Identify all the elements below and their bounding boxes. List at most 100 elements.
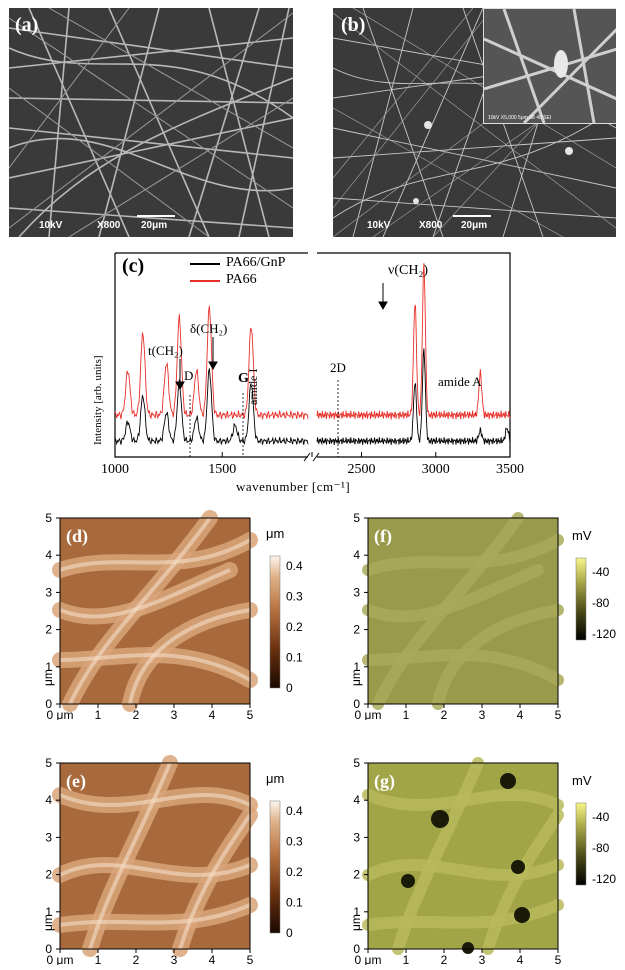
colorbar-tick-d: 0.4 (286, 559, 303, 573)
series-line-pa66-seg0 (114, 305, 309, 420)
sem-image-a: (a) 10kV X800 20μm (9, 8, 293, 237)
x-tick-label: 3500 (496, 462, 524, 477)
afm-fiber-g-1 (362, 859, 564, 881)
series-line-pa66-seg1 (316, 263, 511, 420)
panel-label-a: (a) (15, 14, 39, 36)
afm-highlight-d-1 (68, 516, 212, 705)
x-tick-label: 2500 (348, 462, 376, 477)
afm-xtick-label-d: 5 (247, 708, 254, 720)
sem-mag-a: X800 (97, 220, 121, 231)
sem-mag-b: X800 (419, 220, 443, 231)
panel-label-c: (c) (122, 255, 145, 277)
afm-xtick-label-g: 5 (555, 953, 562, 965)
colorbar-unit-e: μm (266, 771, 284, 786)
kpfm-dark-spot-5 (462, 942, 474, 954)
scalebar-b (453, 215, 491, 217)
afm-frame-g (367, 762, 559, 950)
afm-highlight-d-3 (128, 608, 251, 705)
raman-chart: 1000 1500 2500 3000 3500 (c) PA66/GnP PA66 t… (70, 245, 540, 500)
colorbar-d (269, 555, 281, 689)
afm-xtick-label-e: 3 (171, 953, 178, 965)
label-d: D (184, 368, 194, 383)
panel-label-b: (b) (341, 14, 366, 36)
afm-fiber-f-0 (362, 534, 564, 576)
sem-image-b: 10kV X5,000 5μm 08 40 SEI (b) 10kV X800 … (333, 8, 616, 237)
series-line-pa66-gnp-seg1 (316, 348, 511, 446)
colorbar-tick-f: -80 (592, 596, 610, 610)
afm-fiber-g-3 (362, 899, 564, 931)
afm-highlight-e-3 (59, 903, 251, 927)
x-tick-label: 1500 (208, 462, 236, 477)
label-t-ch2: t(CH₂) (148, 343, 183, 358)
afm-xtick-label-e: 5 (247, 953, 254, 965)
afm-svg-f: (f) 0 μm 1 2 3 4 5 0 1 2 3 4 5 μm mV -40 -80 -120 (349, 511, 616, 722)
legend-label-pa66-gnp: PA66/GnP (226, 255, 286, 270)
afm-highlight-e-2 (88, 762, 172, 950)
afm-highlight-d-0 (59, 538, 251, 572)
afm-ytick-label-d: 5 (45, 511, 52, 525)
kpfm-dark-spot-2 (401, 874, 415, 888)
colorbar-tick-d: 0.2 (286, 620, 303, 634)
panel-label-d: (d) (66, 526, 88, 547)
colorbar-tick-e: 0.1 (286, 896, 303, 910)
afm-svg-d: (d) 0 μm 1 2 3 4 5 0 1 2 3 4 5 μm μm 0.4 0.3 0.2 0.1 0 (41, 510, 303, 722)
afm-xtick-label-g: 0 μm (355, 953, 382, 965)
colorbar-tick-d: 0.3 (286, 590, 303, 604)
afm-highlight-e-1 (59, 863, 251, 877)
legend-swatch-pa66-gnp (190, 263, 220, 265)
afm-ytick-label-d: 2 (45, 623, 52, 637)
afm-fiber-f-1 (372, 512, 524, 710)
colorbar-e (269, 800, 281, 934)
afm-xtick-label-f: 1 (403, 708, 410, 720)
colorbar-tick-d: 0 (286, 681, 293, 695)
afm-xtick-label-e: 1 (95, 953, 102, 965)
sem-inset-b: 10kV X5,000 5μm 08 40 SEI (483, 8, 616, 124)
afm-xtick-label-d: 3 (171, 708, 178, 720)
afm-panel-e: (e) 0 μm 1 2 3 4 5 0 1 2 3 4 5 μm μm 0.4 0.3 0.2 0.1 0 (30, 755, 303, 967)
afm-xtick-label-g: 3 (479, 953, 486, 965)
afm-ytick-label-g: 2 (353, 868, 360, 882)
afm-ytick-label-g: 4 (353, 793, 360, 807)
afm-panel-g: (g) 0 μm 1 2 3 4 5 0 1 2 3 4 5 μm mV -40 -80 -120 (338, 755, 625, 967)
afm-frame-f (367, 517, 559, 705)
afm-ytick-label-f: 1 (353, 660, 360, 674)
x-tick-label: 1000 (101, 462, 129, 477)
afm-ytick-label-e: 1 (45, 905, 52, 919)
afm-xtick-label-f: 5 (555, 708, 562, 720)
afm-fiber-f-4 (362, 564, 544, 623)
afm-xtick-label-e: 2 (133, 953, 140, 965)
afm-ytick-label-f: 0 (353, 697, 360, 711)
afm-yaxis-unit-d: μm (41, 669, 55, 686)
scalebar-a (137, 215, 175, 217)
afm-ytick-label-f: 4 (353, 548, 360, 562)
scalebar-label-a: 20μm (141, 220, 168, 231)
panel-label-e: (e) (66, 771, 86, 792)
afm-ytick-label-d: 4 (45, 548, 52, 562)
sem-voltage-a: 10kV (39, 220, 63, 231)
legend: PA66/GnP PA66 (190, 255, 350, 291)
afm-xtick-label-d: 0 μm (47, 708, 74, 720)
afm-highlight-e-0 (59, 793, 251, 807)
kpfm-dark-spot-1 (500, 773, 516, 789)
colorbar-tick-f: -40 (592, 565, 610, 579)
kpfm-dark-spot-4 (514, 907, 530, 923)
label-delta-ch2: δ(CH₂) (190, 321, 228, 336)
reference-lines (189, 380, 339, 457)
scalebar-label-b: 20μm (461, 220, 488, 231)
axis-break-marks (303, 452, 320, 462)
afm-highlight-e-4 (178, 813, 252, 950)
legend-swatch-pa66 (190, 280, 220, 282)
afm-frame-d (59, 517, 251, 705)
afm-ytick-label-d: 0 (45, 697, 52, 711)
afm-xtick-label-d: 4 (209, 708, 216, 720)
afm-ytick-label-d: 3 (45, 585, 52, 599)
colorbar-g (575, 802, 587, 886)
afm-panel-f: (f) 0 μm 1 2 3 4 5 0 1 2 3 4 5 μm mV -40 -80 -120 (338, 510, 625, 722)
colorbar-tick-e: 0.3 (286, 835, 303, 849)
afm-ytick-label-e: 4 (45, 793, 52, 807)
colorbar-tick-g: -40 (592, 810, 610, 824)
afm-ytick-label-g: 1 (353, 905, 360, 919)
afm-fiber-f-3 (432, 604, 564, 710)
afm-xtick-label-f: 4 (517, 708, 524, 720)
afm-xtick-label-d: 2 (133, 708, 140, 720)
